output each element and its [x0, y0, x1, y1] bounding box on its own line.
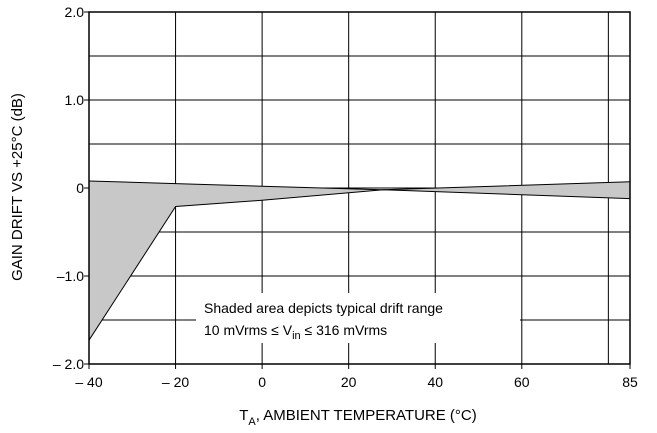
- x-tick-label: – 40: [75, 374, 102, 390]
- y-tick-label: 1.0: [65, 92, 85, 108]
- annotation-background: [196, 293, 520, 343]
- y-tick-label: 2.0: [65, 4, 85, 20]
- x-tick-label: 20: [341, 374, 357, 390]
- y-axis-ticks: 2.0 1.0 0 –1.0 – 2.0: [53, 4, 89, 372]
- y-tick-label: – 2.0: [53, 356, 84, 372]
- x-tick-label: – 20: [162, 374, 189, 390]
- x-axis-title-main: T: [239, 407, 248, 424]
- y-tick-label: –1.0: [57, 268, 84, 284]
- y-tick-label: 0: [76, 180, 84, 196]
- x-axis-title-subscript: A: [248, 416, 256, 428]
- x-axis-ticks: – 40 – 20 0 20 40 60 85: [75, 364, 638, 390]
- annotation-line-2-post: ≤ 316 mVrms: [301, 322, 388, 338]
- upper-bound-line: [88, 180, 631, 191]
- x-axis-title-rest: , AMBIENT TEMPERATURE (°C): [256, 407, 477, 424]
- annotation-line-2-pre: 10 mVrms ≤ V: [204, 322, 293, 338]
- y-axis-title: GAIN DRIFT VS +25°C (dB): [9, 93, 26, 281]
- annotation-line-2: 10 mVrms ≤ Vin ≤ 316 mVrms: [204, 322, 387, 342]
- x-tick-label: 40: [427, 374, 443, 390]
- x-tick-label: 85: [622, 374, 638, 390]
- lower-bound-line: [88, 189, 631, 341]
- x-tick-label: 60: [514, 374, 530, 390]
- x-tick-label: 0: [258, 374, 266, 390]
- annotation-line-2-sub: in: [292, 330, 301, 342]
- drift-range-area: [89, 181, 630, 341]
- annotation-line-1: Shaded area depicts typical drift range: [204, 300, 443, 316]
- x-axis-title: TA, AMBIENT TEMPERATURE (°C): [239, 407, 477, 428]
